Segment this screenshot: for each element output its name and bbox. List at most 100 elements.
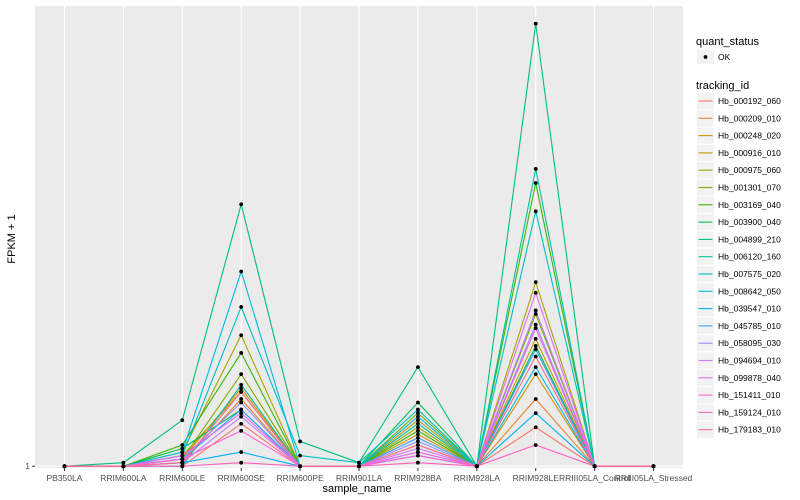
data-point: [416, 421, 420, 426]
data-point: [357, 464, 361, 469]
data-point: [180, 446, 185, 451]
legend-tracking-id-label: Hb_003900_040: [718, 217, 781, 227]
data-point: [533, 443, 538, 447]
data-points: [62, 21, 656, 469]
data-point: [239, 400, 244, 405]
data-point: [416, 450, 420, 454]
data-point: [416, 453, 420, 458]
legend-tracking-id-label: Hb_000975_060: [718, 165, 781, 175]
legend-tracking-id-label: Hb_099878_040: [718, 373, 781, 383]
legend-quant-status: quant_status OK: [696, 36, 759, 64]
data-point: [533, 181, 538, 185]
x-axis-label: sample_name: [322, 483, 391, 495]
data-point: [239, 389, 244, 394]
data-point: [239, 372, 244, 377]
legend-quant-status-title: quant_status: [696, 36, 759, 48]
data-point: [533, 209, 538, 214]
legend-tracking-id-label: Hb_006120_160: [718, 252, 781, 262]
data-point: [416, 436, 420, 440]
legend-tracking-id-label: Hb_159124_010: [718, 407, 781, 417]
legend-tracking-id-label: Hb_045785_010: [718, 321, 781, 331]
data-point: [416, 428, 420, 433]
data-point: [416, 400, 420, 405]
x-tick-label: RRIM600PE: [276, 473, 324, 483]
data-point: [533, 290, 538, 295]
data-point: [533, 336, 538, 341]
data-point: [62, 464, 67, 469]
data-point: [533, 365, 538, 370]
data-point: [533, 347, 538, 352]
data-point: [298, 439, 302, 444]
data-point: [533, 425, 538, 430]
data-point: [416, 446, 420, 451]
data-point: [416, 432, 420, 437]
legend-tracking-id-label: Hb_058095_030: [718, 338, 781, 348]
legend-tracking-id: tracking_id Hb_000192_060 Hb_000209_010 Hb…: [696, 80, 781, 438]
legend-tracking-id-label: Hb_151411_010: [718, 390, 781, 400]
data-point: [121, 464, 126, 469]
data-point: [533, 166, 538, 171]
data-point: [298, 464, 302, 469]
data-point: [533, 411, 538, 416]
data-point: [474, 464, 479, 469]
data-point: [239, 382, 244, 387]
x-tick-label: PB350LA: [46, 473, 82, 483]
data-point: [180, 457, 185, 462]
data-point: [533, 343, 538, 348]
data-point: [533, 326, 538, 331]
legend-tracking-id-label: Hb_004899_210: [718, 234, 781, 244]
legend-point-key: [703, 55, 708, 59]
data-point: [239, 202, 244, 207]
data-point: [357, 460, 361, 465]
data-point: [239, 421, 244, 426]
legend-tracking-id-label: Hb_179183_010: [718, 425, 781, 435]
data-point: [416, 414, 420, 419]
legend-tracking-id-label: Hb_000916_010: [718, 148, 781, 158]
data-point: [416, 407, 420, 412]
y-tick-label: 1: [25, 461, 30, 471]
x-tick-label: RRIII05LA_Stressed: [615, 473, 693, 483]
data-point: [239, 305, 244, 309]
legend-tracking-id-label: Hb_094694_010: [718, 356, 781, 366]
data-point: [239, 428, 244, 433]
data-point: [239, 269, 244, 274]
legend-tracking-id-title: tracking_id: [696, 80, 749, 92]
legend-tracking-id-label: Hb_007575_020: [718, 269, 781, 279]
legend-tracking-id-label: Hb_000248_020: [718, 131, 781, 141]
x-tick-label: RRIM928LA: [454, 473, 501, 483]
x-tick-label: RRIII05LA_Control: [559, 473, 630, 483]
data-point: [180, 443, 185, 447]
legend-tracking-id-label: Hb_001301_070: [718, 183, 781, 193]
x-tick-label: RRIM600SE: [218, 473, 266, 483]
x-tick-label: RRIM600LE: [159, 473, 206, 483]
data-point: [416, 418, 420, 423]
data-point: [121, 460, 126, 465]
data-point: [533, 280, 538, 285]
data-point: [239, 386, 244, 391]
data-point: [298, 453, 302, 458]
data-point: [416, 443, 420, 447]
data-point: [180, 450, 185, 454]
legend-tracking-id-label: Hb_008642_050: [718, 286, 781, 296]
data-point: [416, 365, 420, 370]
data-point: [239, 407, 244, 412]
x-tick-label: RRIM901LA: [336, 473, 383, 483]
legend-tracking-id-label: Hb_003169_040: [718, 200, 781, 210]
x-tick-label: RRIM928LE: [513, 473, 560, 483]
legend-quant-status-label: OK: [718, 52, 731, 62]
x-tick-label: RRIM600LA: [100, 473, 147, 483]
data-point: [416, 460, 420, 465]
data-point: [533, 308, 538, 313]
y-axis-label: FPKM + 1: [6, 214, 18, 263]
data-point: [592, 464, 597, 469]
data-point: [533, 354, 538, 359]
data-point: [180, 418, 185, 423]
y-axis: 1: [25, 461, 35, 471]
x-tick-label: RRIM928BA: [394, 473, 442, 483]
legend-tracking-id-label: Hb_000192_060: [718, 96, 781, 106]
data-point: [180, 464, 185, 469]
data-point: [416, 439, 420, 444]
data-point: [533, 312, 538, 316]
data-point: [239, 351, 244, 355]
legend-tracking-id-label: Hb_000209_010: [718, 113, 781, 123]
